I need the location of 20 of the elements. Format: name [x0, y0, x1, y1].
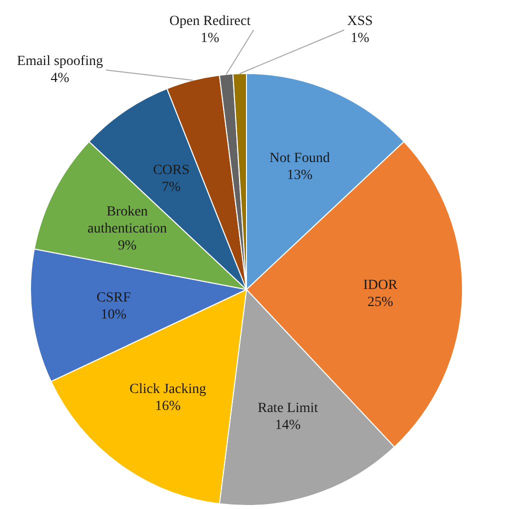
data-label: 9%	[118, 238, 137, 254]
data-label: 10%	[100, 307, 127, 322]
data-label: 1%	[200, 31, 220, 46]
slice-label: Email spoofing	[17, 54, 103, 70]
data-label: 13%	[286, 168, 313, 183]
data-label: 1%	[350, 31, 370, 46]
data-label: 16%	[154, 399, 181, 414]
data-label: 14%	[275, 418, 302, 434]
slice-label: CSRF	[96, 290, 131, 306]
data-label: 25%	[368, 294, 394, 310]
slice-label: IDOR	[363, 278, 398, 293]
slice-label: Rate Limit	[258, 401, 318, 416]
slice-label: Click Jacking	[129, 382, 206, 398]
slice-label: Not Found	[270, 150, 330, 166]
data-label: 4%	[50, 71, 70, 86]
slice-label: Broken authentication	[88, 204, 167, 236]
slice-label: Open Redirect	[169, 14, 251, 30]
slice-label: CORS	[152, 162, 190, 178]
slice-label: XSS	[347, 14, 373, 30]
data-label: 7%	[162, 180, 181, 195]
